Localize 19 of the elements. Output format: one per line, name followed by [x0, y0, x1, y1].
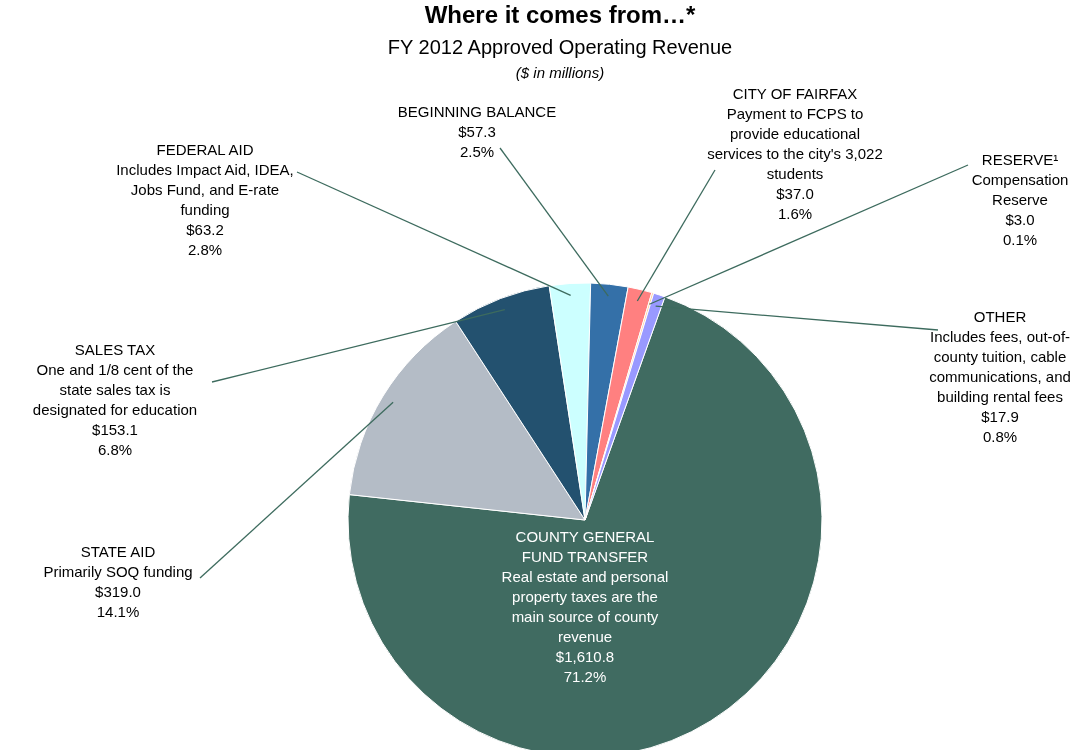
data-label: $1,610.8 71.2% — [555, 648, 615, 685]
data-label: $57.3 2.5% — [458, 123, 496, 160]
slice-label: STATE AID Primarily SOQ funding — [43, 543, 193, 580]
data-label: $37.0 1.6% — [776, 185, 814, 222]
slice-label: BEGINNING BALANCE — [397, 103, 557, 120]
data-label: $153.1 6.8% — [92, 421, 138, 458]
data-label: $319.0 14.1% — [95, 583, 141, 620]
slice-label: SALES TAX One and 1/8 cent of the state sales tax is designated for education — [32, 341, 198, 418]
slice-label: COUNTY GENERAL FUND TRANSFER Real estate and personal property taxes are the main source of county revenue — [501, 528, 669, 645]
slice-label: FEDERAL AID Includes Impact Aid, IDEA, Jobs Fund, and E-rate funding — [116, 141, 294, 218]
data-label: $63.2 2.8% — [186, 221, 224, 258]
data-label: $17.9 0.8% — [981, 408, 1019, 445]
slice-label: CITY OF FAIRFAX Payment to FCPS to provide educational services to the city's 3,022 students — [707, 85, 883, 182]
slice-label: RESERVE¹ Compensation Reserve — [971, 151, 1069, 208]
slice-label: OTHER Includes fees, out-of- county tuition, cable communications, and building rental fees — [929, 308, 1071, 405]
text: ($ in millions) — [515, 64, 605, 81]
chart-subtitle: FY 2012 Approved Operating Revenue — [387, 36, 733, 58]
chart-title: Where it comes from…* — [424, 1, 697, 28]
data-label: $3.0 0.1% — [1002, 211, 1038, 248]
